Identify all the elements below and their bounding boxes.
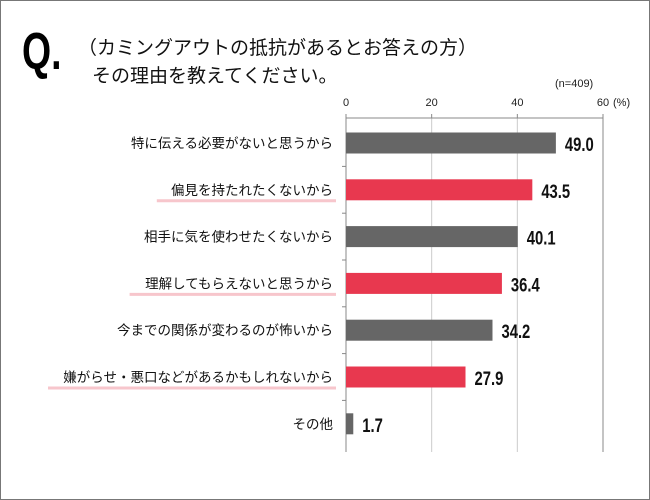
bar [346,272,502,294]
tick-label: 20 [426,97,438,109]
bar [346,413,354,435]
value-label: 36.4 [511,275,540,296]
category-label: 嫌がらせ・悪口などがあるかもしれないから [63,370,333,386]
bar [346,132,556,154]
category-label: 今までの関係が変わるのが怖いから [117,322,333,339]
category-label: その他 [293,417,334,433]
sample-size: (n=409) [555,78,594,90]
bar [346,226,518,248]
value-label: 43.5 [541,181,570,202]
bar [346,366,466,388]
category-label: 偏見を持たれたくないから [171,183,333,199]
value-label: 34.2 [501,321,530,342]
category-label: 特に伝える必要がないと思うから [131,136,333,152]
bar [346,319,493,341]
unit-label: (%) [613,97,630,109]
value-label: 1.7 [362,415,383,436]
value-label: 27.9 [475,368,504,389]
tick-label: 40 [511,97,523,109]
tick-label: 0 [343,97,349,109]
category-label: 理解してもらえないと思うから [145,276,333,292]
value-label: 40.1 [527,228,556,249]
category-label: 相手に気を使わせたくないから [144,229,333,246]
chart-title-line2: その理由を教えてください。 [92,65,338,87]
bar [346,179,533,201]
value-label: 49.0 [565,134,594,155]
tick-label: 60 [597,97,609,109]
question-mark: Q. [22,23,62,81]
chart-title-line1: （カミングアウトの抵抗があるとお答えの方） [78,37,478,59]
